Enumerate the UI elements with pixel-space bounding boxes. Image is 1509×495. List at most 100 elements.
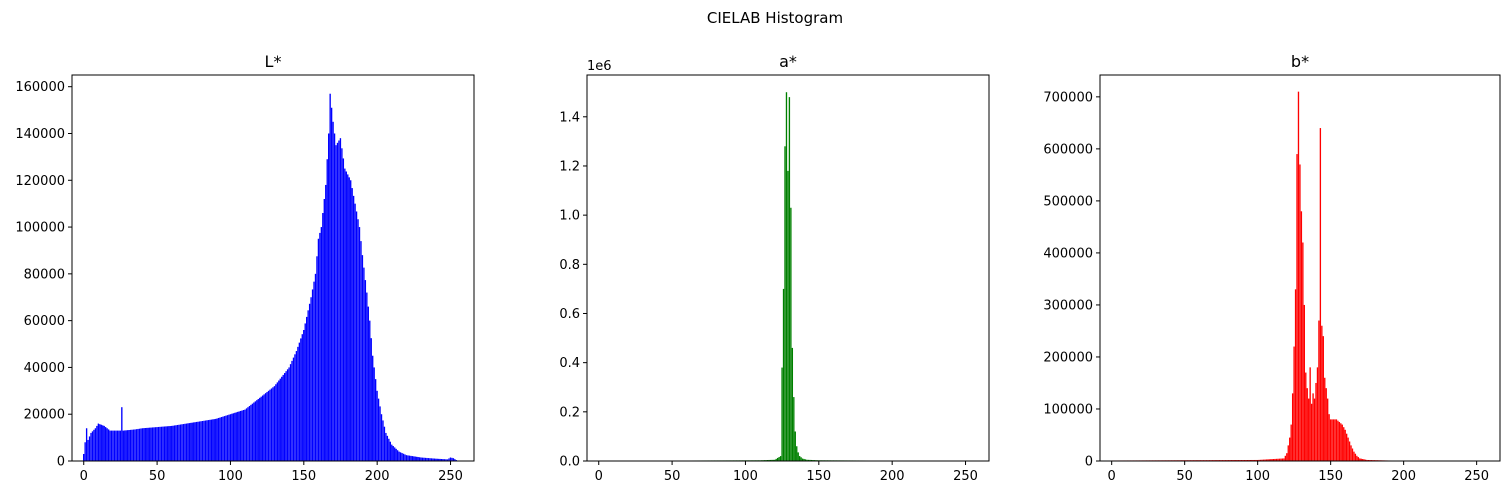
histogram-bar bbox=[376, 390, 378, 461]
histogram-bar bbox=[1283, 458, 1285, 461]
x-tick-label: 100 bbox=[733, 469, 758, 484]
histogram-bar bbox=[173, 425, 176, 461]
histogram-bar bbox=[396, 450, 399, 461]
histogram-bar bbox=[279, 378, 281, 461]
histogram-bar bbox=[116, 430, 119, 461]
histogram-bar bbox=[103, 425, 105, 461]
x-tick-label: 150 bbox=[291, 469, 316, 484]
histogram-bar bbox=[100, 424, 102, 461]
histogram-bar bbox=[1289, 437, 1291, 461]
histogram-bar bbox=[217, 417, 220, 461]
histogram-bar bbox=[430, 458, 433, 461]
histogram-bar bbox=[207, 420, 210, 461]
histogram-bar bbox=[1306, 388, 1308, 461]
histogram-bar bbox=[172, 425, 174, 461]
histogram-bar bbox=[106, 428, 108, 461]
histogram-bar bbox=[785, 92, 788, 462]
histogram-bar bbox=[134, 429, 136, 461]
histogram-bar bbox=[443, 459, 446, 461]
histogram-bar bbox=[316, 256, 318, 461]
histogram-bar bbox=[1325, 388, 1327, 461]
histogram-bar bbox=[407, 455, 409, 461]
y-tick-label: 80000 bbox=[24, 267, 65, 282]
histogram-bar bbox=[131, 429, 133, 461]
histogram-bar bbox=[1274, 458, 1276, 461]
histogram-bar bbox=[1290, 424, 1292, 461]
histogram-bar bbox=[1249, 459, 1251, 461]
histogram-bar bbox=[774, 459, 776, 461]
histogram-bar bbox=[168, 426, 170, 461]
y-tick-label: 700000 bbox=[1043, 90, 1093, 105]
histogram-bar bbox=[1299, 164, 1301, 462]
histogram-bar bbox=[784, 146, 786, 462]
histogram-bar bbox=[424, 457, 427, 461]
histogram-bar bbox=[88, 436, 91, 461]
histogram-bar bbox=[1367, 459, 1370, 461]
x-tick-label: 0 bbox=[595, 469, 603, 484]
histogram-bar bbox=[429, 458, 431, 461]
histogram-bar bbox=[355, 211, 358, 461]
histogram-bar bbox=[297, 346, 299, 461]
histogram-bar bbox=[270, 388, 273, 461]
histogram-bar bbox=[212, 419, 214, 461]
histogram-bar bbox=[1264, 459, 1266, 461]
x-tick-label: 150 bbox=[1318, 469, 1343, 484]
histogram-bar bbox=[1313, 398, 1316, 461]
histogram-bar bbox=[408, 455, 411, 461]
histogram-bar bbox=[358, 227, 361, 461]
histogram-bar bbox=[197, 421, 199, 461]
histogram-bar bbox=[348, 177, 350, 461]
histogram-bar bbox=[451, 457, 453, 461]
histogram-bar bbox=[127, 430, 129, 461]
histogram-bar bbox=[308, 303, 311, 461]
y-tick-label: 60000 bbox=[24, 314, 65, 329]
histogram-bar bbox=[1337, 420, 1339, 461]
histogram-bar bbox=[303, 329, 305, 461]
histogram-bar bbox=[97, 423, 100, 461]
histogram-bar bbox=[1252, 459, 1254, 461]
histogram-bar bbox=[260, 396, 262, 461]
histogram-bar bbox=[200, 421, 202, 461]
x-tick-label: 0 bbox=[1108, 469, 1116, 484]
histogram-bar bbox=[373, 367, 375, 461]
histogram-panel-l: L* 0 50 100 150 200 250 0 20000 40000 60000 80000 10… bbox=[15, 52, 475, 484]
histogram-bar bbox=[336, 142, 339, 461]
histogram-bar bbox=[171, 425, 173, 461]
histogram-bar bbox=[300, 338, 302, 461]
histogram-bar bbox=[307, 310, 309, 461]
histogram-bar bbox=[1255, 459, 1257, 461]
histogram-bar bbox=[1315, 382, 1317, 461]
histogram-bar bbox=[124, 430, 126, 461]
y-tick-label: 200000 bbox=[1043, 350, 1093, 365]
histogram-bar bbox=[357, 219, 359, 461]
histogram-bar bbox=[1359, 458, 1361, 461]
histogram-bar bbox=[229, 414, 232, 461]
histogram-bar bbox=[377, 398, 380, 461]
histogram-bar bbox=[1347, 437, 1349, 461]
y-tick-label: 40000 bbox=[24, 361, 65, 376]
histogram-bar bbox=[320, 227, 323, 461]
histogram-bar bbox=[292, 357, 295, 461]
histogram-bar bbox=[386, 435, 389, 461]
histogram-bar bbox=[1308, 398, 1310, 461]
histogram-bar bbox=[140, 428, 142, 461]
histogram-bar bbox=[326, 159, 328, 461]
histogram-bar bbox=[188, 423, 190, 461]
histogram-bar bbox=[313, 281, 315, 461]
histogram-bar bbox=[445, 459, 447, 461]
histogram-bar bbox=[84, 442, 86, 461]
histogram-bar bbox=[399, 452, 402, 461]
y-tick-label: 0.6 bbox=[559, 307, 580, 322]
histogram-bar bbox=[1324, 377, 1326, 461]
histogram-bar bbox=[241, 410, 243, 461]
histogram-bar bbox=[216, 418, 218, 461]
histogram-bar bbox=[121, 407, 123, 461]
histogram-bar bbox=[149, 427, 151, 461]
histogram-bar bbox=[250, 404, 252, 461]
histogram-bar bbox=[787, 170, 789, 461]
histogram-bar bbox=[267, 390, 270, 461]
histogram-bar bbox=[141, 428, 144, 461]
histogram-bar bbox=[181, 424, 183, 461]
histogram-bar bbox=[1277, 458, 1279, 461]
histogram-bar bbox=[788, 97, 791, 461]
